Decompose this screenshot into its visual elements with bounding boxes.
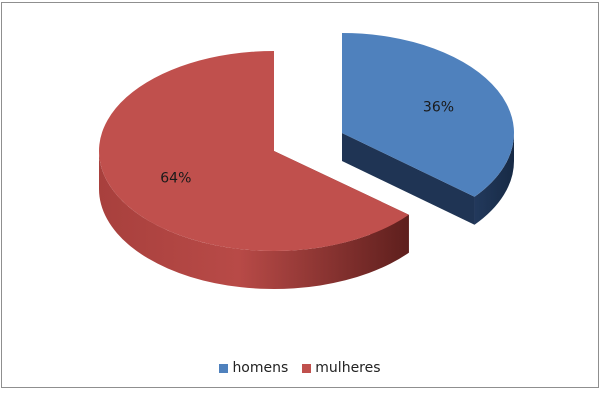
pie-chart: 64% 36% [98, 33, 514, 289]
legend-item-homens: homens [219, 360, 288, 376]
pie-slice-mulheres [98, 51, 409, 251]
legend: homens mulheres [2, 360, 598, 376]
legend-label-homens: homens [232, 360, 289, 376]
pie-slice-cut-homens [342, 133, 475, 225]
data-label-mulheres: 64% [160, 170, 191, 186]
legend-item-mulheres: mulheres [302, 360, 381, 376]
data-label-homens: 36% [423, 100, 454, 116]
legend-swatch-homens [219, 363, 229, 373]
pie-slice-side-mulheres [99, 151, 409, 289]
legend-swatch-mulheres [302, 363, 312, 373]
pie-slice-homens [342, 33, 514, 197]
pie-slice-side-homens [474, 133, 514, 225]
chart-frame: 64% 36% homens mulheres [1, 2, 599, 388]
legend-label-mulheres: mulheres [315, 360, 381, 376]
